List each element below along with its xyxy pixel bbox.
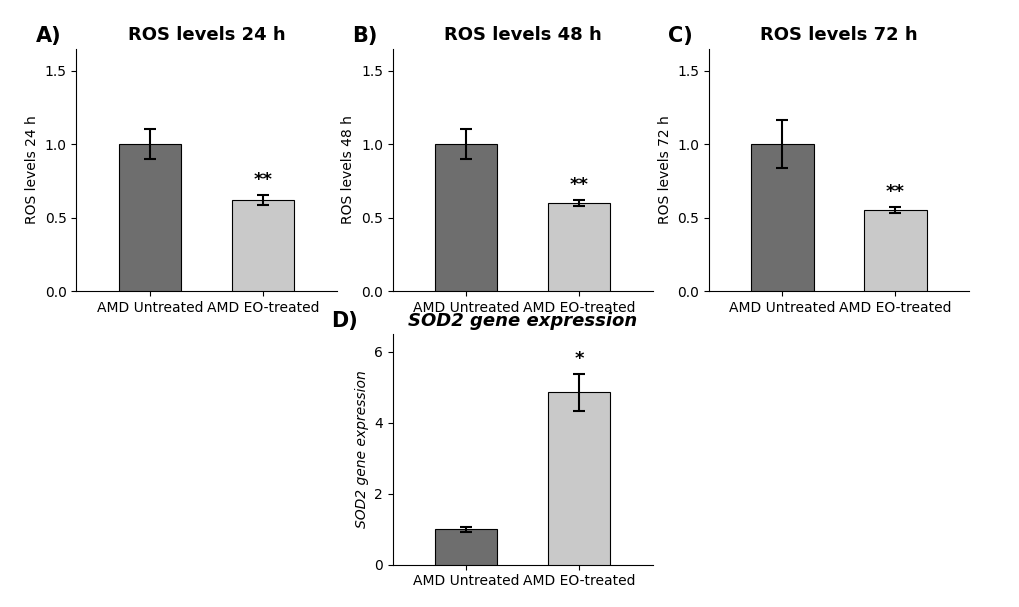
Text: D): D) [331,311,358,331]
Bar [863,211,925,291]
Text: B): B) [352,25,377,46]
Title: SOD2 gene expression: SOD2 gene expression [408,311,637,330]
Bar [435,144,497,291]
Title: ROS levels 24 h: ROS levels 24 h [127,26,285,44]
Text: **: ** [886,183,904,202]
Text: C): C) [667,25,692,46]
Bar [119,144,181,291]
Bar [547,392,609,565]
Title: ROS levels 72 h: ROS levels 72 h [759,26,917,44]
Bar [231,200,293,291]
Bar [751,144,813,291]
Text: **: ** [254,171,272,189]
Y-axis label: ROS levels 48 h: ROS levels 48 h [341,115,355,225]
Text: *: * [574,350,584,368]
Text: **: ** [570,176,588,194]
Y-axis label: ROS levels 72 h: ROS levels 72 h [657,115,671,225]
Y-axis label: SOD2 gene expression: SOD2 gene expression [355,370,368,528]
Text: A): A) [36,25,61,46]
Y-axis label: ROS levels 24 h: ROS levels 24 h [25,115,39,225]
Bar [547,203,609,291]
Bar [435,529,497,565]
Title: ROS levels 48 h: ROS levels 48 h [443,26,601,44]
